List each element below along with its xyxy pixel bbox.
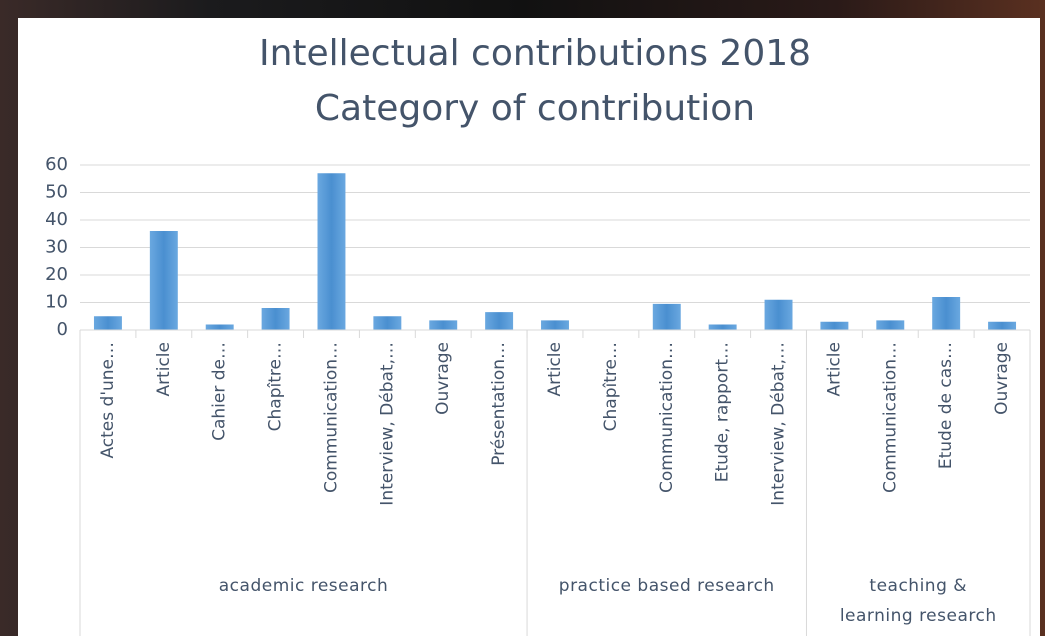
x-tick-label: Etude de cas…	[936, 342, 956, 469]
bar	[317, 173, 346, 330]
bar	[820, 321, 849, 330]
x-tick-label: Ouvrage	[433, 342, 453, 415]
bar	[93, 316, 122, 330]
x-tick-label: Cahier de…	[210, 342, 230, 441]
group-label: practice based research	[558, 576, 775, 596]
x-tick-label: Ouvrage	[992, 342, 1012, 415]
bar	[708, 324, 737, 330]
bar	[205, 324, 234, 330]
bar	[932, 297, 961, 330]
y-tick-label: 10	[45, 292, 68, 313]
x-tick-label: Interview, Débat,…	[377, 342, 397, 506]
x-tick-label: Article	[545, 342, 565, 397]
x-tick-label: Actes d'une…	[98, 342, 118, 459]
y-tick-label: 0	[57, 319, 68, 340]
y-tick-label: 40	[45, 209, 68, 230]
chart-subtitle: Category of contribution	[315, 88, 755, 129]
bar	[652, 303, 681, 330]
x-tick-label: Article	[824, 342, 844, 397]
chart-title: Intellectual contributions 2018	[259, 33, 811, 74]
group-label: academic research	[218, 576, 389, 596]
x-tick-label: Communication…	[657, 342, 677, 493]
bar	[764, 299, 793, 330]
x-tick-label: Article	[154, 342, 174, 397]
bar	[485, 312, 514, 330]
bar	[261, 308, 290, 330]
bar	[149, 231, 178, 330]
y-tick-label: 60	[45, 154, 68, 175]
y-tick-label: 30	[45, 237, 68, 258]
bar	[876, 320, 905, 330]
x-tick-label: Communication…	[880, 342, 900, 493]
group-label: teaching & learning research	[839, 576, 997, 626]
x-tick-label: Chapître…	[266, 342, 286, 431]
bar	[429, 320, 458, 330]
x-tick-label: Etude, rapport…	[713, 342, 733, 482]
x-tick-label: Chapître…	[601, 342, 621, 431]
y-tick-label: 20	[45, 264, 68, 285]
y-tick-label: 50	[45, 182, 68, 203]
bar	[541, 320, 569, 330]
bar	[373, 316, 402, 330]
x-tick-label: Interview, Débat,…	[769, 342, 789, 506]
bar	[988, 321, 1017, 330]
chart-panel	[18, 18, 1040, 636]
x-tick-label: Communication…	[321, 342, 341, 493]
x-tick-label: Présentation…	[489, 342, 509, 466]
